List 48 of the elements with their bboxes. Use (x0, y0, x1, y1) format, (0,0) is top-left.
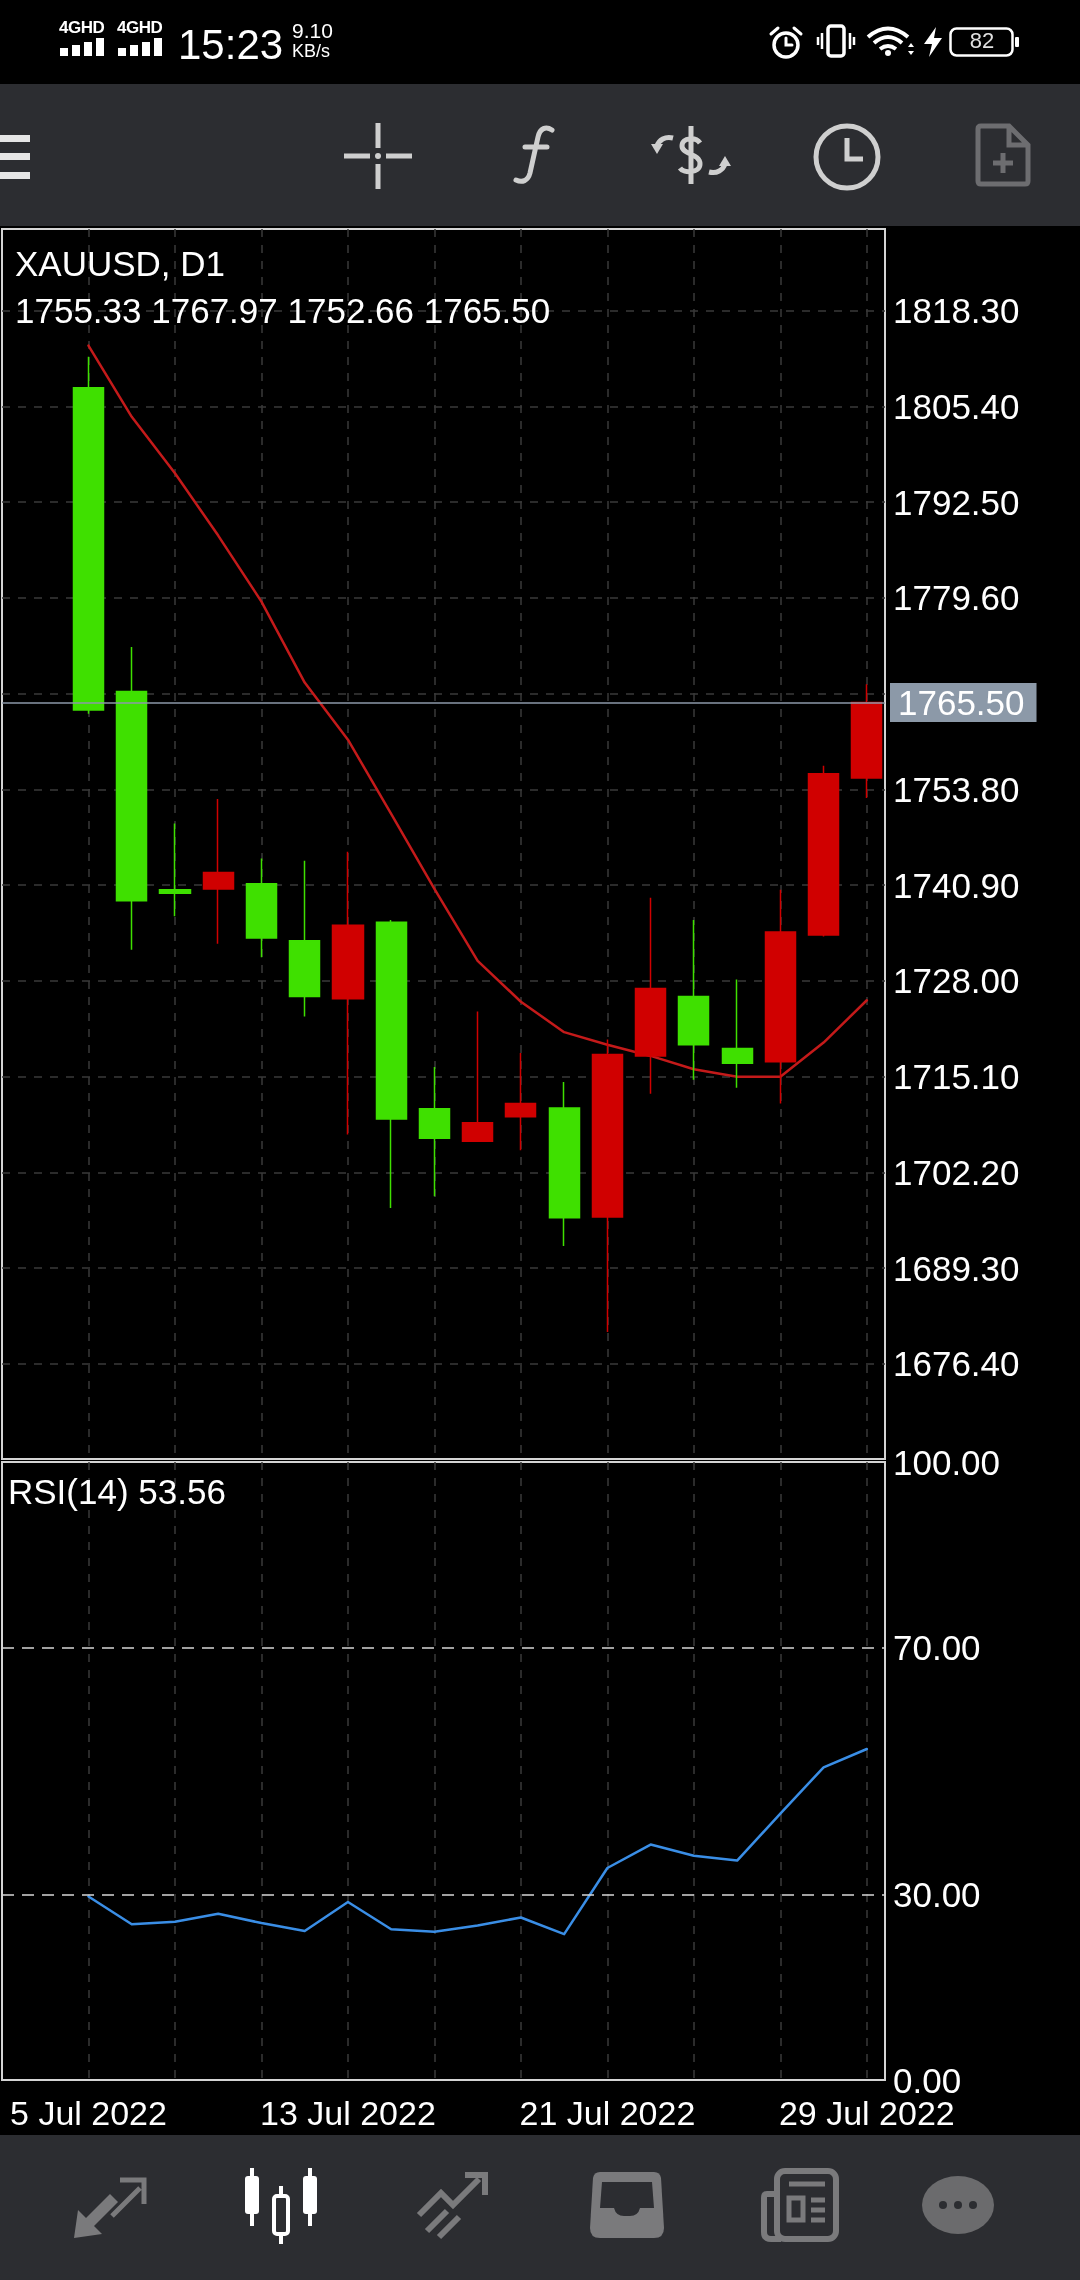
y-tick-label: 1689.30 (893, 1248, 1020, 1288)
text: 9.10 (292, 19, 333, 42)
candlestick (591, 1038, 624, 1333)
y-tick-label: 1753.80 (893, 769, 1020, 809)
line-series (87, 344, 869, 1078)
candlestick (418, 1066, 451, 1197)
x-tick-label: 13 Jul 2022 (260, 2094, 436, 2132)
y-tick-label: 1779.60 (893, 578, 1020, 618)
y-tick-label: 1676.40 (893, 1344, 1020, 1384)
chart-title: RSI(14) 53.56 (8, 1472, 226, 1511)
candlestick (158, 822, 192, 918)
y-tick-label: 1792.50 (893, 482, 1020, 522)
candlestick (548, 1081, 581, 1247)
candlestick (202, 798, 235, 945)
text: 4GHD (117, 18, 163, 37)
text: KB/s (292, 41, 331, 61)
candlestick (850, 683, 883, 799)
line-series (87, 1747, 869, 1936)
y-tick-label: 70.00 (893, 1627, 981, 1667)
x-tick-label: 21 Jul 2022 (519, 2094, 696, 2132)
candlestick (331, 851, 365, 1136)
candlestick (288, 859, 321, 1018)
y-tick-label: 1702.20 (893, 1152, 1020, 1192)
candlestick (807, 764, 840, 938)
text: 82 (968, 28, 996, 53)
candlestick (375, 919, 408, 1209)
y-tick-label: 1818.30 (893, 291, 1020, 331)
candlestick (72, 355, 105, 715)
text: 1755.33 1767.97 1752.66 1765.50 (15, 291, 551, 330)
y-tick-label: 1740.90 (893, 865, 1020, 905)
y-tick-label: 100.00 (893, 1442, 1001, 1482)
text: 15:23 (178, 21, 284, 68)
text: 4GHD (59, 18, 105, 37)
chart-title: XAUUSD, D1 (15, 244, 226, 283)
y-tick-label: 1715.10 (893, 1057, 1020, 1097)
candlestick (764, 888, 797, 1105)
candlestick (634, 897, 667, 1095)
candlestick (721, 978, 754, 1089)
y-tick-label: 1728.00 (893, 961, 1020, 1001)
candlestick (115, 646, 148, 951)
y-tick-label: 1805.40 (893, 386, 1020, 426)
candlestick (504, 1052, 537, 1151)
y-tick-label: 30.00 (893, 1875, 981, 1915)
x-tick-label: 5 Jul 2022 (10, 2094, 167, 2132)
ref-line-label: 1765.50 (898, 683, 1025, 723)
candlestick (461, 1010, 494, 1143)
candlestick (677, 919, 710, 1081)
candlestick (245, 857, 278, 958)
